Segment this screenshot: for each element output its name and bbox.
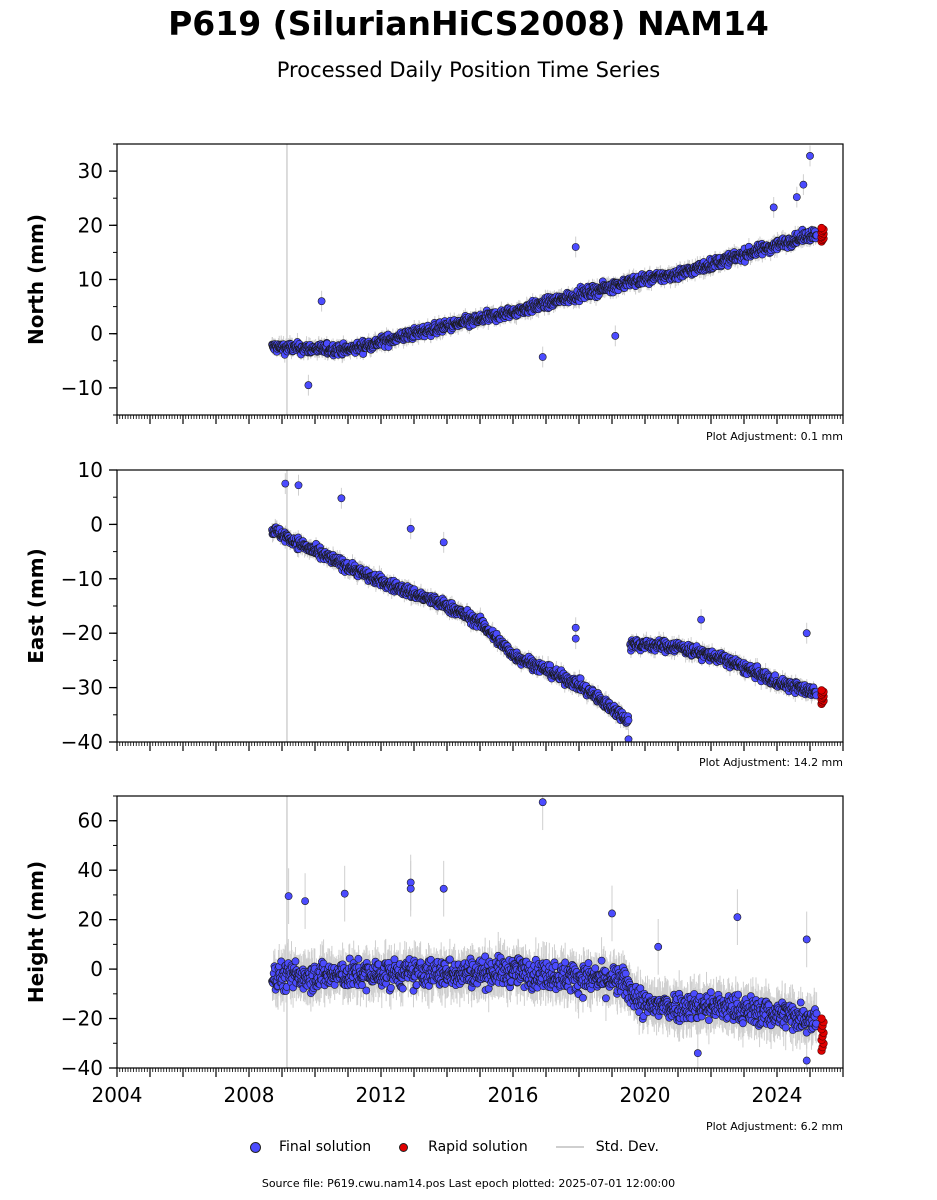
series-final — [268, 152, 828, 390]
y-tick-label: 10 — [78, 268, 103, 292]
final-solution-point — [317, 297, 326, 306]
final-solution-point — [611, 331, 620, 340]
final-solution-point — [806, 152, 814, 160]
y-tick-label: 0 — [90, 322, 103, 346]
y-tick-label: 30 — [78, 159, 103, 183]
final-solution-point — [792, 193, 801, 202]
final-solution-point — [571, 243, 580, 251]
panel-north: −10 0 10 20 30 North (mm) Plot Adjustment: 0.1… — [24, 143, 844, 443]
series-std-dev — [271, 473, 817, 742]
final-solution-point — [304, 381, 313, 390]
final-solution-point — [538, 353, 547, 361]
final-solution-point — [769, 203, 778, 212]
final-solution-point — [799, 180, 808, 189]
chart-title: P619 (SilurianHiCS2008) NAM14 — [168, 4, 769, 43]
chart-subtitle: Processed Daily Position Time Series — [276, 58, 661, 82]
y-tick-label: 20 — [78, 213, 103, 237]
rapid-solution-point — [817, 223, 826, 233]
y-tick-label: −10 — [61, 376, 103, 400]
series-final — [268, 479, 828, 742]
plot-frame — [116, 143, 844, 416]
y-axis-label: North (mm) — [24, 214, 48, 345]
plot-adjustment-note: Plot Adjustment: 0.1 mm — [706, 430, 843, 443]
